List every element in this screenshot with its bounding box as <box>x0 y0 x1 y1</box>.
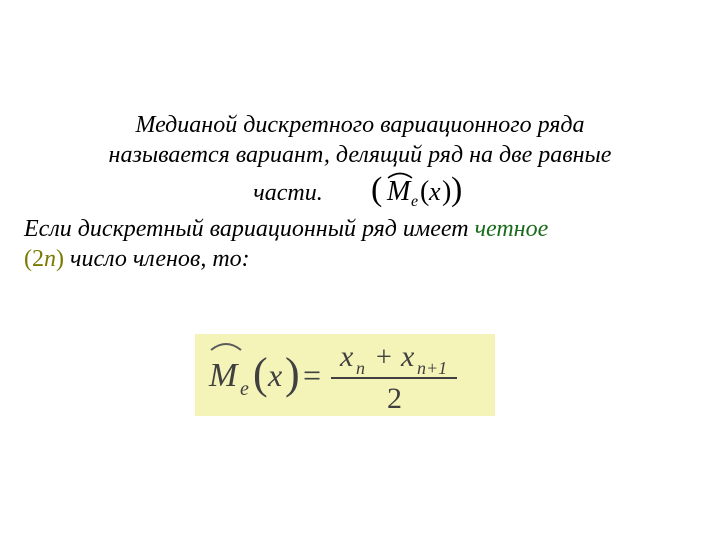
formula-paren-close: ) <box>285 349 300 398</box>
line-4: Если дискретный вариационный ряд имеет ч… <box>24 214 696 244</box>
paren-open-icon: ( <box>420 176 429 207</box>
median-formula-box: M e ( x ) = x n + x n+1 2 <box>195 334 495 416</box>
formula-plus: + <box>376 342 392 373</box>
line-3-before: части. <box>253 180 322 206</box>
line-1: Медианой дискретного вариационного ряда <box>135 112 584 138</box>
formula-paren-open: ( <box>253 349 268 398</box>
inline-formula-svg: ( M e ( x ) ) <box>371 170 467 214</box>
line-5-c: число членов, то: <box>64 246 250 272</box>
median-formula-svg: M e ( x ) = x n + x n+1 2 <box>195 334 495 416</box>
formula-xn1-sub: n+1 <box>417 358 447 378</box>
even-word: четное <box>475 216 549 242</box>
definition-text: Медианой дискретного вариационного ряда … <box>0 110 720 274</box>
formula-M: M <box>208 357 239 394</box>
M-symbol: M <box>386 176 412 207</box>
big-paren-close-icon: ) <box>451 171 462 208</box>
formula-denom: 2 <box>387 382 402 415</box>
line-4-a: Если дискретный вариационный ряд имеет <box>24 216 475 242</box>
formula-hat-icon <box>211 344 241 350</box>
big-paren-open-icon: ( <box>371 171 382 208</box>
paren-2n: (2n) <box>24 246 64 272</box>
inline-median-notation: ( M e ( x ) ) <box>371 180 467 206</box>
formula-x: x <box>267 357 282 393</box>
line-2: называется вариант, делящий ряд на две р… <box>109 142 612 168</box>
formula-e-sub: e <box>240 378 249 400</box>
e-subscript: e <box>411 193 418 210</box>
x-symbol: x <box>428 177 441 206</box>
paren-close-icon: ) <box>442 176 451 207</box>
formula-xn1: x <box>400 340 415 373</box>
slide: Медианой дискретного вариационного ряда … <box>0 0 720 540</box>
line-5: (2n) число членов, то: <box>24 244 696 274</box>
formula-xn: x <box>339 340 354 373</box>
formula-equals: = <box>303 357 321 393</box>
formula-xn-sub: n <box>356 358 365 378</box>
